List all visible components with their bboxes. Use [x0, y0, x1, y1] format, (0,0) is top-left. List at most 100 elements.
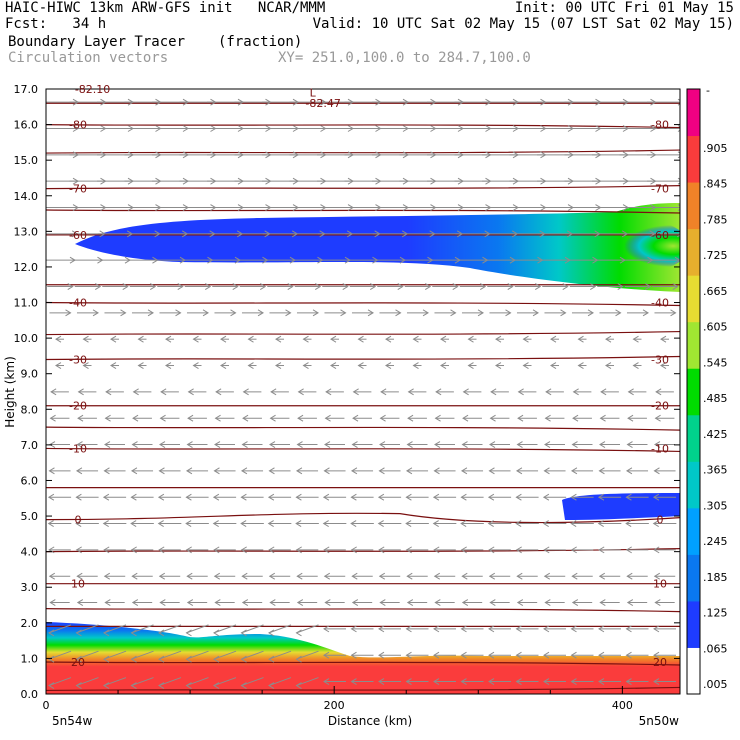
circulation-vector-head	[103, 572, 111, 580]
circulation-vector-head	[405, 467, 413, 475]
colorbar-top-label: -	[706, 84, 710, 97]
circulation-vector-head	[433, 651, 440, 659]
circulation-vector-head	[642, 309, 650, 317]
circulation-vector-head	[545, 388, 552, 396]
circulation-vector-head	[312, 309, 320, 317]
circulation-vector-head	[76, 572, 83, 580]
colorbar-swatch	[687, 461, 700, 509]
circulation-vector-head	[515, 520, 522, 527]
circulation-vector-head	[302, 335, 309, 343]
circulation-vector-head	[103, 546, 110, 554]
contour-label: -30	[69, 353, 87, 366]
circulation-vector-head	[522, 335, 529, 343]
circulation-vector-head	[460, 546, 467, 554]
circulation-vector-head	[213, 629, 220, 637]
circulation-vector-head	[626, 599, 634, 606]
circulation-vector-head	[405, 493, 412, 501]
circulation-vector-head	[487, 493, 495, 501]
contour-label: -40	[69, 297, 87, 310]
circulation-vector-head	[259, 283, 267, 290]
circulation-vector-head	[137, 335, 144, 343]
circulation-vector-head	[48, 629, 55, 637]
colorbar-label: .725	[703, 249, 728, 262]
colorbar-label: .905	[703, 142, 728, 155]
circulation-vector-head	[213, 467, 220, 475]
circulation-vector-head	[367, 309, 375, 317]
circulation-vector-head	[395, 309, 402, 317]
header-left-line1: HAIC-HIWC 13km ARW-GFS init NCAR/MMM	[5, 0, 326, 16]
circulation-vector-head	[275, 335, 282, 343]
y-tick-label: 9.0	[21, 368, 39, 381]
y-tick-label: 4.0	[21, 546, 39, 559]
circulation-vector-head	[522, 362, 529, 369]
circulation-vector-head	[220, 335, 227, 343]
circulation-vector-head	[406, 572, 413, 580]
circulation-vector-head	[653, 651, 660, 659]
circulation-vector-head	[137, 362, 144, 369]
circulation-vector-head	[625, 546, 632, 554]
circulation-vector-head	[495, 335, 502, 343]
temperature-contour-line	[46, 149, 680, 154]
circulation-vector-head	[488, 625, 495, 633]
circulation-vector-head	[324, 414, 331, 422]
circulation-vector-head	[295, 682, 302, 689]
circulation-vector-head	[47, 520, 54, 527]
circulation-vector-head	[267, 493, 275, 501]
circulation-vector-head	[626, 572, 633, 580]
boundary-layer-tracer	[46, 622, 680, 694]
circulation-vector	[48, 624, 72, 634]
circulation-vector-head	[76, 441, 83, 448]
circulation-vector	[213, 650, 237, 660]
circulation-vector	[103, 677, 127, 687]
circulation-vector-head	[240, 655, 247, 663]
circulation-vector-head	[462, 414, 469, 422]
circulation-vector-head	[186, 599, 194, 606]
circulation-vector-head	[158, 572, 166, 580]
circulation-vector-head	[213, 572, 221, 580]
circulation-vector-head	[380, 388, 387, 396]
circulation-vector	[186, 624, 209, 634]
circulation-vector	[76, 650, 99, 660]
circulation-vector	[241, 624, 264, 634]
contour-label: -60	[69, 229, 87, 242]
circulation-vector-head	[241, 441, 248, 448]
circulation-vector-head	[110, 335, 117, 343]
circulation-vector-head	[655, 388, 662, 396]
colorbar-swatch	[687, 647, 700, 695]
circulation-vector-head	[378, 467, 385, 475]
circulation-vector-head	[50, 388, 57, 396]
circulation-vector-head	[543, 467, 550, 475]
circulation-vector-head	[55, 362, 62, 369]
circulation-vector-head	[48, 467, 55, 475]
circulation-vector-head	[515, 493, 522, 501]
circulation-vector-head	[212, 520, 219, 527]
circulation-vector-head	[75, 467, 83, 475]
circulation-vector-head	[517, 414, 524, 422]
circulation-vector-head	[599, 441, 606, 448]
colorbar-label: .125	[703, 607, 728, 620]
vector-label: Circulation vectors	[8, 50, 169, 66]
circulation-vector-head	[378, 572, 386, 580]
contour-label: 20	[71, 656, 85, 669]
circulation-vector-head	[241, 599, 249, 606]
contour-label: 20	[653, 656, 667, 669]
circulation-vector-head	[378, 546, 385, 554]
circulation-vector-head	[412, 335, 419, 343]
circulation-vector-head	[322, 520, 329, 527]
colorbar-swatch	[687, 414, 700, 462]
circulation-vector-head	[323, 546, 330, 554]
colorbar-label: .185	[703, 571, 728, 584]
temperature-contour-line	[46, 512, 680, 524]
circulation-vector-head	[653, 546, 660, 554]
circulation-vector-head	[488, 572, 496, 580]
circulation-vector-head	[330, 362, 337, 369]
circulation-vectors	[46, 98, 680, 689]
circulation-vector-head	[158, 467, 165, 475]
colorbar-swatch	[687, 135, 700, 183]
circulation-vector-head	[570, 520, 577, 527]
y-axis-title: Height (km)	[3, 356, 17, 427]
y-tick-label: 7.0	[21, 439, 39, 452]
colorbar-label: .365	[703, 464, 728, 477]
circulation-vector-head	[653, 572, 661, 580]
